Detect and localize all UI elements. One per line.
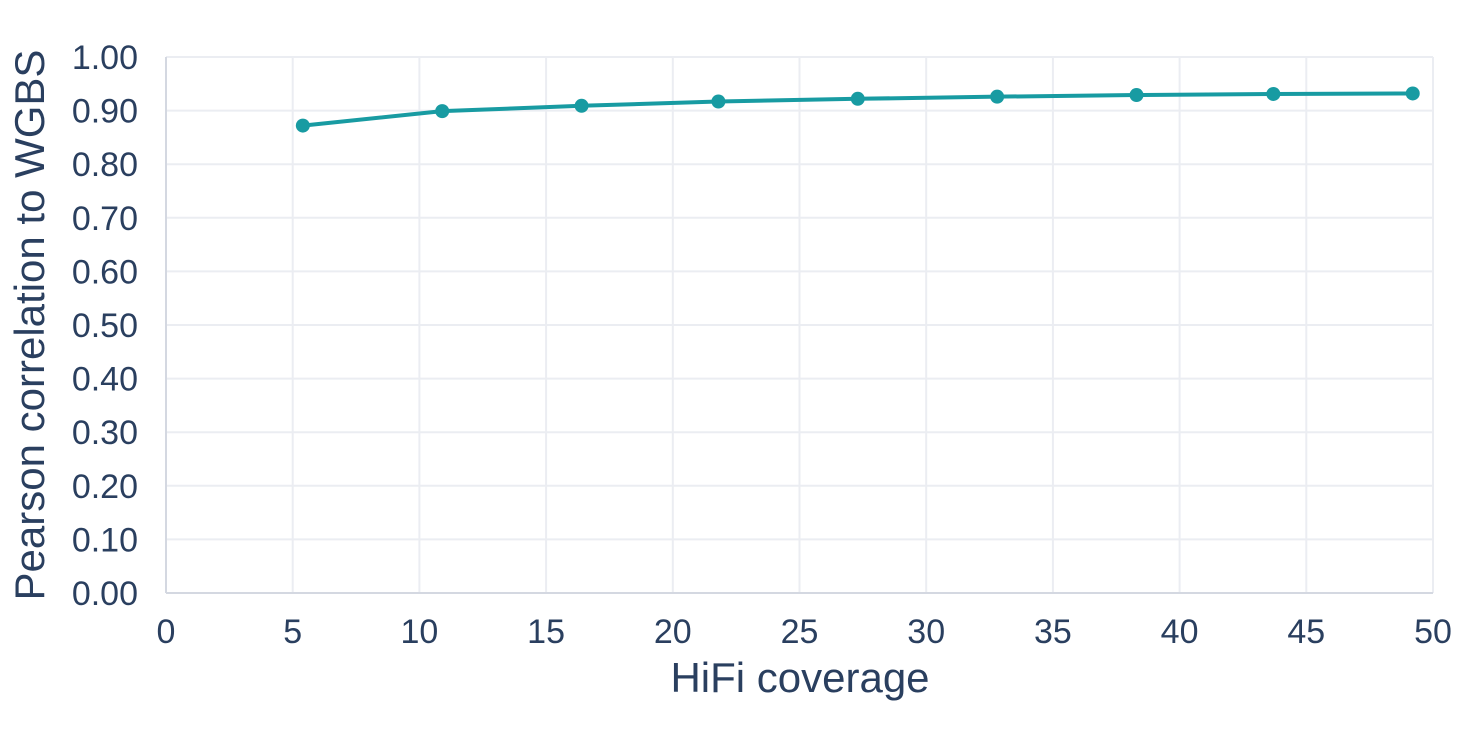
data-point (1266, 86, 1281, 101)
y-tick-label: 0.00 (72, 575, 138, 613)
x-tick-label: 5 (283, 613, 302, 651)
tick-labels: 0 5 10 15 20 25 30 35 40 45 50 0.00 0.10 0.20 0.30 0.40… (72, 39, 1452, 651)
data-point (435, 104, 450, 119)
x-tick-label: 0 (157, 613, 176, 651)
data-point (295, 118, 310, 133)
y-tick-label: 0.20 (72, 468, 138, 506)
y-tick-label: 0.70 (72, 200, 138, 238)
axis-lines (165, 57, 1433, 594)
y-tick-label: 0.90 (72, 93, 138, 131)
data-point (990, 89, 1005, 104)
y-axis-title: Pearson correlation to WGBS (6, 50, 53, 601)
data-point (1405, 86, 1420, 101)
x-axis-title: HiFi coverage (670, 654, 929, 701)
x-tick-label: 25 (781, 613, 819, 651)
data-point (574, 98, 589, 113)
y-tick-label: 0.50 (72, 307, 138, 345)
y-tick-label: 0.10 (72, 521, 138, 559)
x-tick-label: 15 (527, 613, 565, 651)
gridlines (166, 56, 1434, 593)
data-series (295, 86, 1420, 133)
x-tick-label: 20 (654, 613, 692, 651)
x-tick-label: 30 (907, 613, 945, 651)
x-tick-label: 50 (1414, 613, 1452, 651)
y-tick-label: 0.60 (72, 253, 138, 291)
x-tick-label: 35 (1034, 613, 1072, 651)
y-tick-label: 0.80 (72, 146, 138, 184)
x-tick-label: 10 (400, 613, 438, 651)
data-point (850, 91, 865, 106)
data-point (711, 94, 726, 109)
y-tick-label: 1.00 (72, 39, 138, 77)
x-tick-label: 40 (1161, 613, 1199, 651)
y-tick-label: 0.30 (72, 414, 138, 452)
data-point (1129, 88, 1144, 103)
x-tick-label: 45 (1287, 613, 1325, 651)
y-tick-label: 0.40 (72, 361, 138, 399)
